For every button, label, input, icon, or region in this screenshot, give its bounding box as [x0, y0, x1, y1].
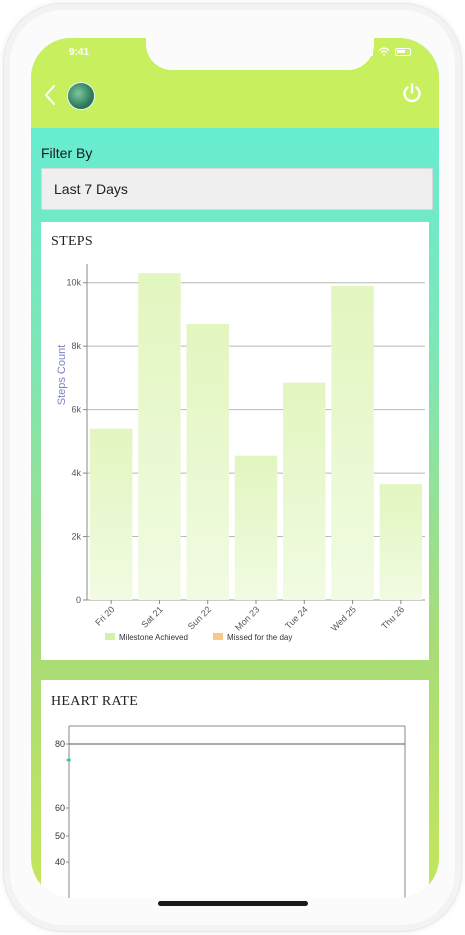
heart-rate-card-title: HEART RATE	[51, 694, 139, 709]
steps-chart: 0 2k 4k 6k 8k 10k Steps Count Fri 20 Sat 21 Sun 2…	[56, 264, 425, 642]
phone-notch	[146, 38, 374, 70]
y-tick-label: 40	[55, 857, 65, 867]
bar-sat-21[interactable]	[138, 273, 181, 600]
chevron-left-icon[interactable]	[43, 84, 57, 106]
y-tick-label: 0	[76, 595, 81, 605]
battery-icon	[395, 47, 411, 56]
y-tick-label: 60	[55, 803, 65, 813]
filter-label: Filter By	[41, 145, 93, 161]
status-time: 9:41	[69, 47, 90, 58]
bar-sun-22[interactable]	[186, 323, 229, 600]
phone-frame: 9:41 Filter By Last 7 Days STEPS 0 2k 4k 6k…	[3, 3, 462, 932]
x-tick-label: Sun 22	[186, 604, 213, 631]
app-screen: 9:41 Filter By Last 7 Days STEPS 0 2k 4k 6k…	[31, 38, 439, 898]
legend-label: Milestone Achieved	[119, 633, 188, 642]
y-tick-label: 8k	[71, 341, 81, 351]
profile-avatar-icon[interactable]	[67, 82, 95, 110]
x-tick-label: Sat 21	[139, 604, 164, 629]
y-tick-label: 80	[55, 739, 65, 749]
y-tick-label: 6k	[71, 405, 81, 415]
y-axis-label: Steps Count	[56, 345, 68, 406]
x-tick-label: Wed 25	[329, 604, 358, 633]
data-point[interactable]	[67, 758, 71, 762]
x-tick-label: Mon 23	[233, 604, 261, 632]
steps-card-title: STEPS	[51, 234, 93, 249]
y-tick-label: 4k	[71, 468, 81, 478]
bar-wed-25[interactable]	[331, 285, 374, 600]
bar-fri-20[interactable]	[89, 428, 133, 600]
x-tick-label: Fri 20	[93, 604, 116, 627]
home-indicator[interactable]	[158, 901, 308, 906]
legend-swatch	[213, 633, 223, 640]
steps-card: STEPS 0 2k 4k 6k 8k 10k Steps Count Fri 20 Sat 2…	[41, 222, 429, 660]
heart-rate-chart: 80 60 50 40	[55, 725, 406, 898]
y-tick-label: 50	[55, 831, 65, 841]
power-icon[interactable]	[401, 82, 423, 104]
legend-label: Missed for the day	[227, 633, 292, 642]
bar-mon-23[interactable]	[234, 455, 278, 600]
bar-thu-26[interactable]	[379, 484, 423, 600]
date-range-select[interactable]: Last 7 Days	[41, 168, 433, 210]
y-tick-label: 2k	[71, 532, 81, 542]
legend-swatch	[105, 633, 115, 640]
heart-rate-card: HEART RATE 80 60 50 40	[41, 680, 429, 898]
y-tick-label: 10k	[66, 278, 81, 288]
x-tick-label: Tue 24	[283, 604, 310, 631]
x-tick-label: Thu 26	[379, 604, 406, 631]
wifi-icon	[378, 47, 390, 56]
bar-tue-24[interactable]	[283, 382, 326, 600]
